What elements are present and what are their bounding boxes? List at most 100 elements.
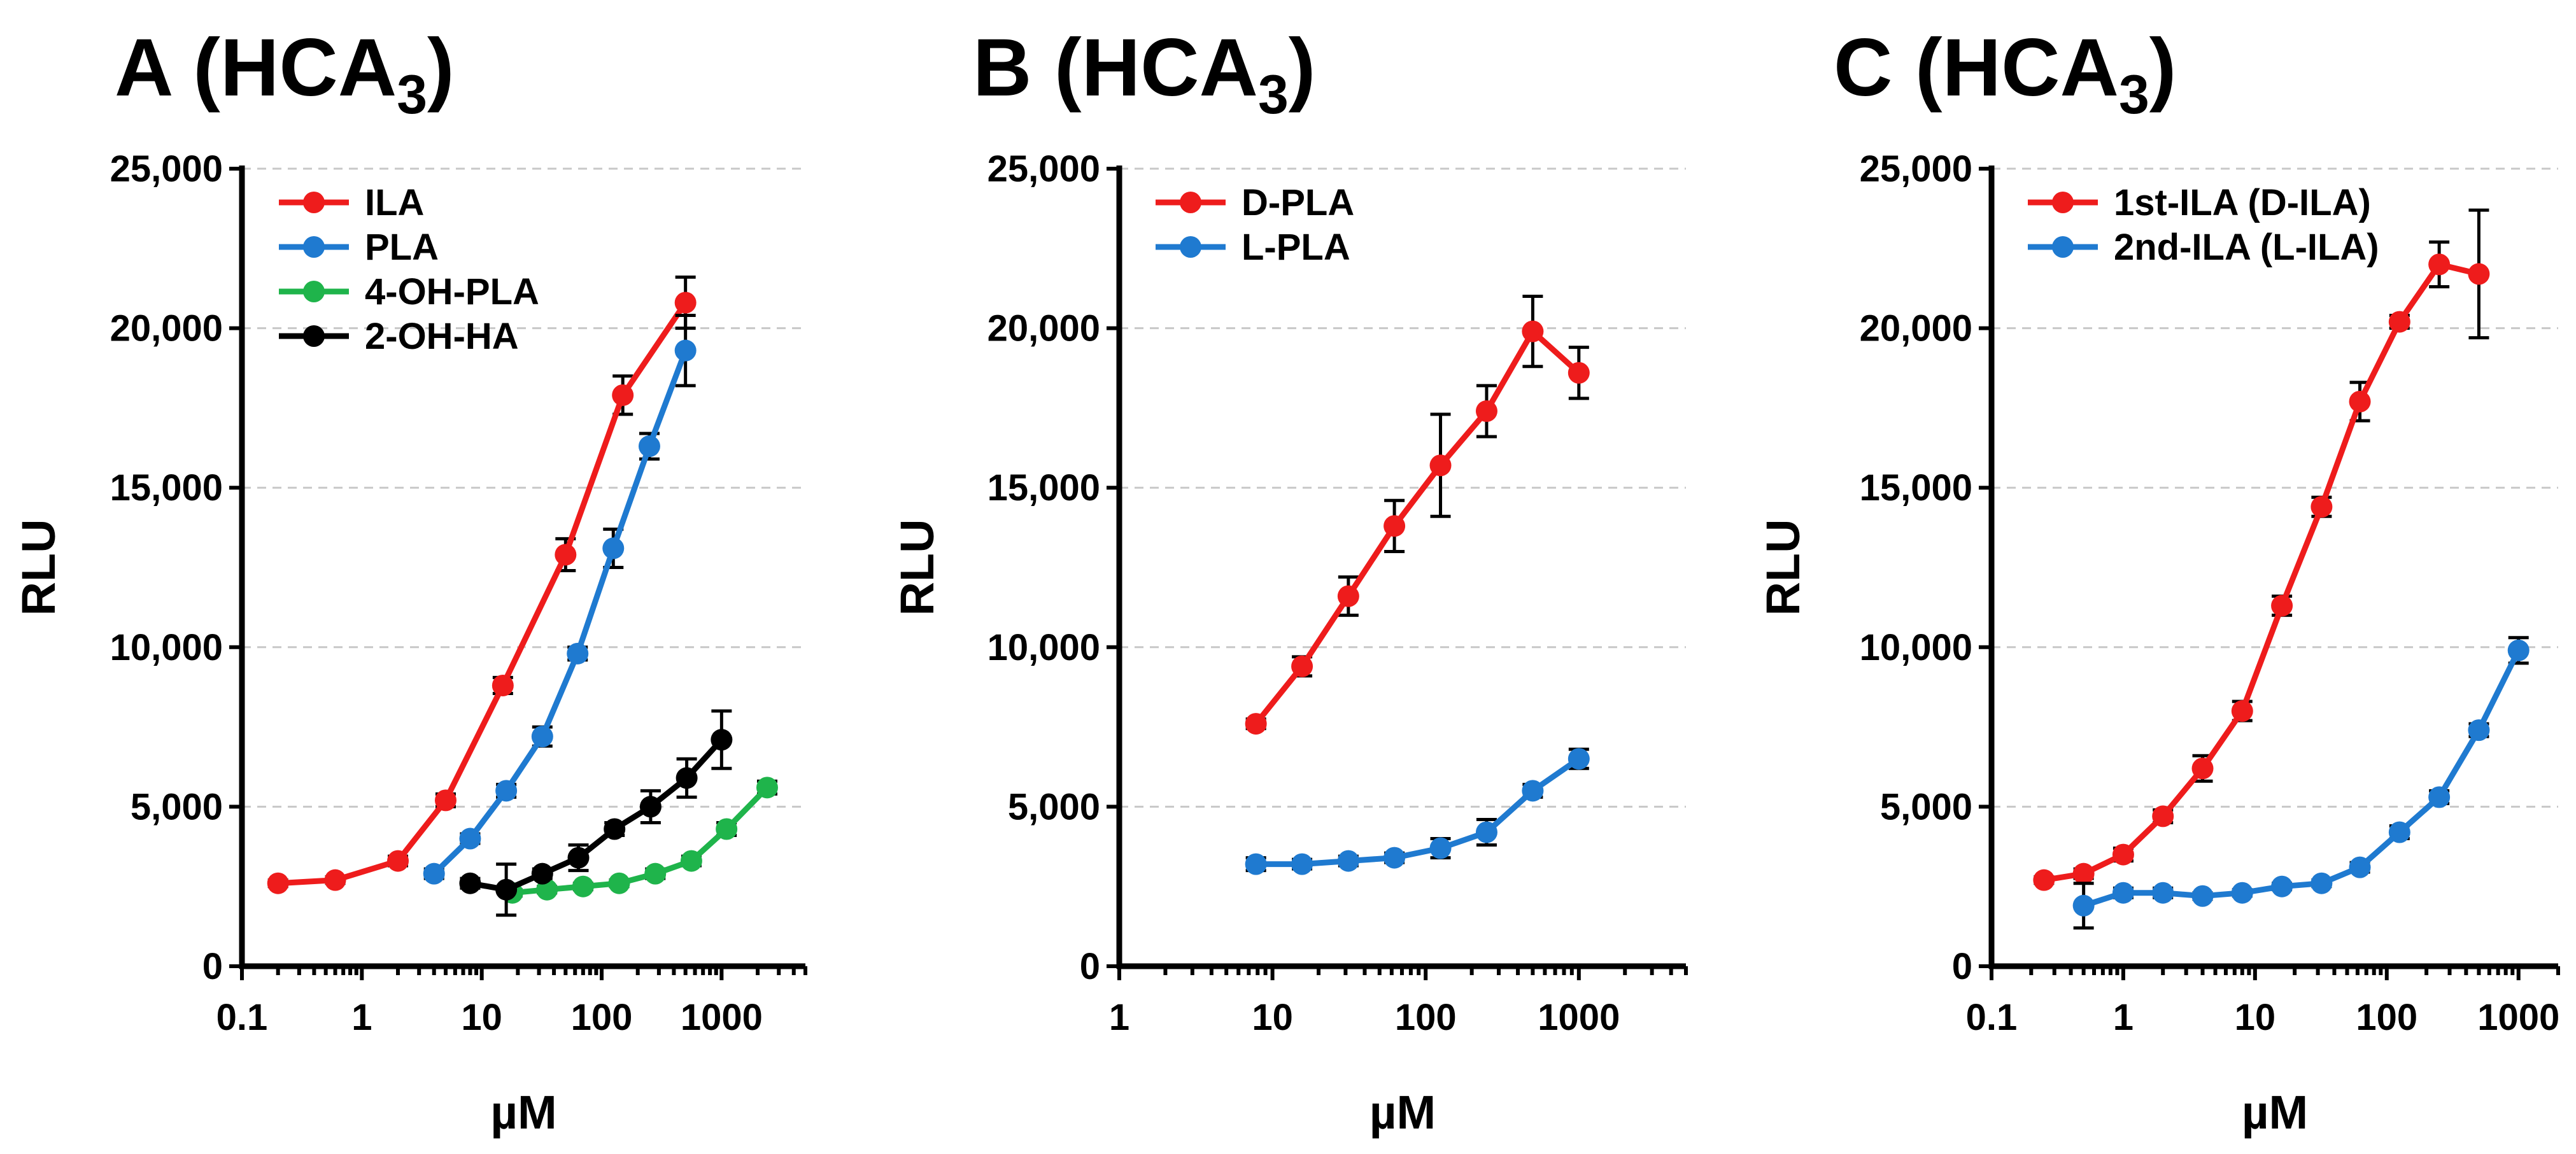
y-tick-label: 20,000 [987,308,1100,349]
data-point [2033,869,2055,891]
x-tick-label: 10 [1252,997,1293,1038]
data-point [2428,786,2451,808]
panel-c: C (HCA3) 0 5,000 10,000 15,000 20,000 25,000 0.… [1757,22,2560,1139]
legend-label: 2nd-ILA (L-ILA) [2114,227,2379,268]
legend-entry: 1st-ILA (D-ILA) [2028,182,2371,223]
data-point [459,872,481,894]
data-point [387,850,409,872]
panel-title-close: ) [1289,22,1316,113]
series-2nd-ila-l-ila- [2072,636,2530,930]
data-point [1429,454,1452,477]
series-line [2083,649,2521,909]
data-point [1384,847,1406,869]
data-point [423,862,445,885]
y-tick-label: 0 [1080,946,1100,987]
x-axis-label: µM [1369,1086,1436,1139]
panel-title-main: C (HCA [1834,22,2119,113]
data-point [1522,320,1544,342]
series-line [278,300,688,887]
data-point [1384,515,1406,537]
x-tick-label: 1000 [1538,997,1620,1038]
data-point [2231,882,2253,904]
series-line [1256,756,1581,868]
data-point [2271,875,2293,897]
y-tick-label: 25,000 [987,148,1100,190]
panel-title-close: ) [427,22,455,113]
data-point [2388,311,2410,333]
data-point [676,767,698,789]
legend-entry: ILA [279,182,424,223]
data-point [2428,253,2451,276]
data-point [495,780,518,802]
data-point [604,818,626,840]
data-point [1291,853,1313,875]
data-point [1568,748,1590,770]
data-point [531,726,553,748]
y-tick-label: 25,000 [1860,148,1972,190]
data-point [602,537,625,559]
y-tick-label: 15,000 [987,467,1100,509]
data-point [711,729,733,751]
legend-swatch-marker [2052,236,2074,258]
data-point [2191,757,2214,780]
legend-swatch-marker [1180,192,1201,213]
legend-swatch-marker [303,325,325,347]
data-point [674,339,697,362]
series-d-pla [1245,294,1590,735]
series-line [2043,261,2480,883]
series-pla [423,314,697,885]
data-point [2271,595,2293,617]
data-point [567,642,589,665]
legend-entry: 2nd-ILA (L-ILA) [2028,227,2379,268]
x-tick-label: 100 [1395,997,1457,1038]
x-axis-label: µM [490,1086,556,1139]
data-point [2388,821,2410,843]
series-2-oh-ha [459,709,733,917]
panel-title-main: A (HCA [115,22,397,113]
data-point [1475,400,1497,422]
data-point [324,869,346,891]
x-tick-label: 100 [571,997,633,1038]
legend-label: 2-OH-HA [365,316,519,357]
legend-label: L-PLA [1242,227,1350,268]
x-axis-label: µM [2242,1086,2308,1139]
y-axis-label: RLU [1757,519,1809,616]
legend-swatch-marker [303,192,325,213]
legend-swatch-marker [303,281,325,302]
data-point [434,789,456,812]
data-point [2112,843,2134,866]
x-tick-label: 10 [461,997,502,1038]
data-point [638,435,660,458]
legend-label: ILA [365,182,424,223]
x-tick-label: 0.1 [1966,997,2018,1038]
data-point [674,292,697,314]
data-point [1429,837,1452,859]
data-point [1291,655,1313,677]
data-point [495,878,518,901]
data-point [267,872,289,894]
legend-swatch-marker [303,236,325,258]
data-point [2152,882,2174,904]
panel-title: C (HCA3) [1834,22,2176,125]
panel-title: B (HCA3) [973,22,1315,125]
legend-entry: D-PLA [1156,182,1354,223]
data-point [555,544,577,566]
data-point [492,674,514,696]
y-tick-label: 5,000 [1880,786,1972,827]
data-point [2072,862,2095,885]
data-point [2112,882,2134,904]
legend-entry: PLA [279,227,439,268]
legend-label: 1st-ILA (D-ILA) [2114,182,2371,223]
y-tick-label: 15,000 [1860,467,1972,509]
data-point [459,827,481,850]
x-tick-label: 1 [2113,997,2134,1038]
y-tick-label: 0 [202,946,223,987]
x-tick-label: 1 [1109,997,1129,1038]
legend-label: PLA [365,227,439,268]
y-axis-label: RLU [891,519,944,616]
data-point [2072,894,2095,917]
data-point [1522,780,1544,802]
data-point [2231,700,2253,722]
data-point [1337,850,1359,872]
